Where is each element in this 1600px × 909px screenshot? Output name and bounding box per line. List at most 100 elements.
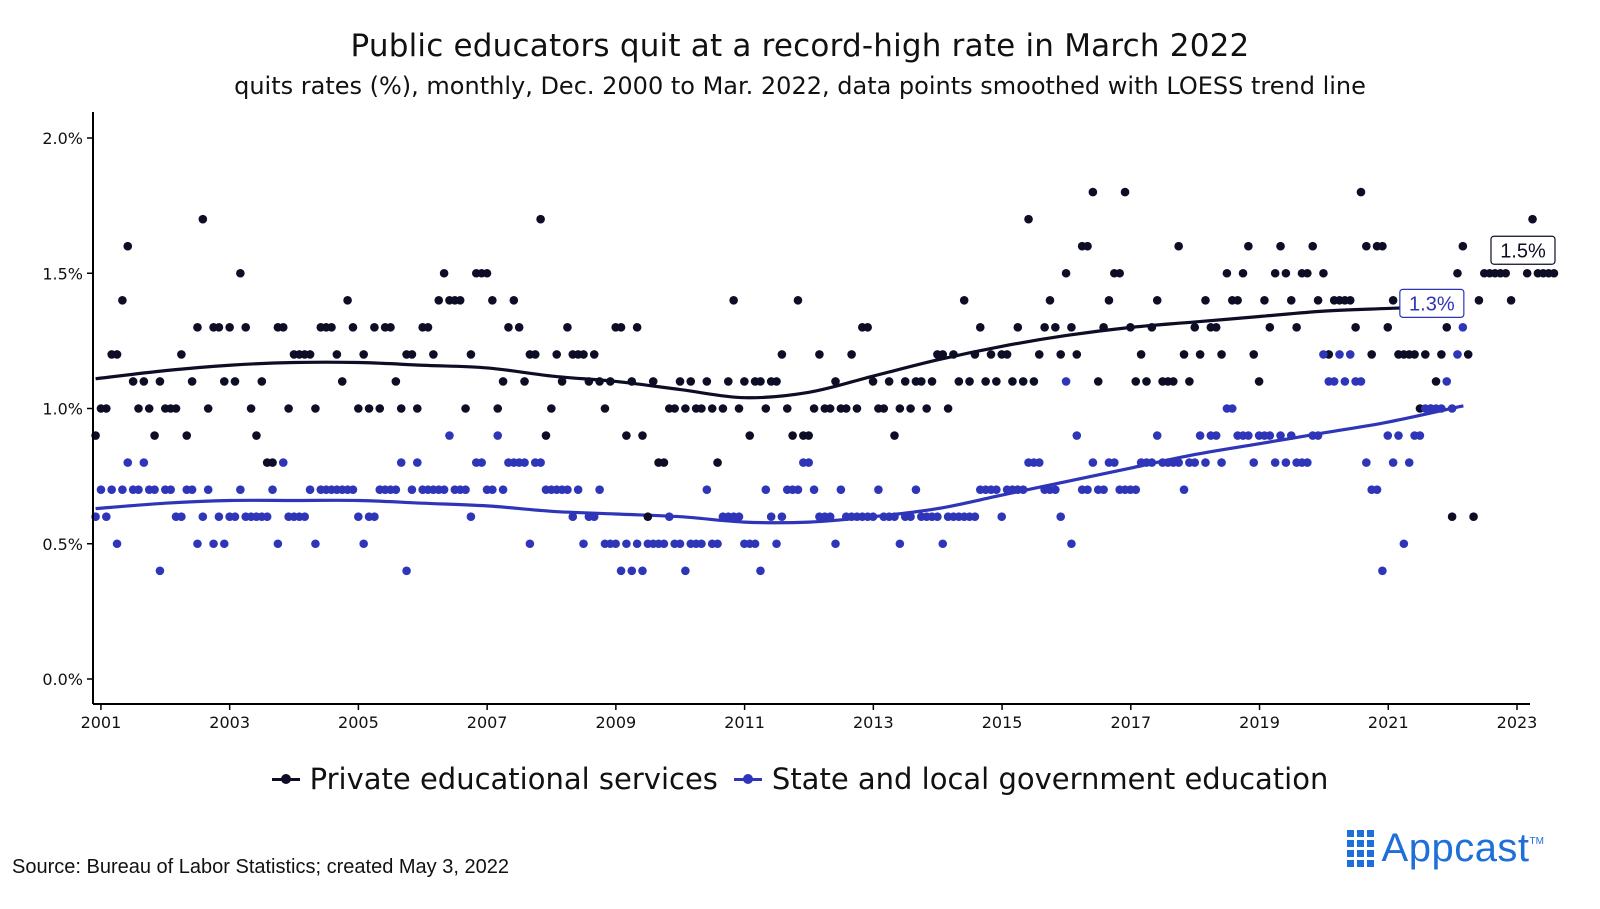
private-data-point (128, 377, 138, 386)
private-data-point (214, 323, 224, 332)
private-data-point (949, 350, 958, 359)
public-data-point (187, 485, 197, 494)
legend-item-public: State and local government education (733, 762, 1329, 796)
private-data-point (723, 377, 733, 386)
public-data-point (1276, 431, 1285, 440)
private-data-point (1453, 268, 1462, 278)
trend-lines (95, 304, 1464, 525)
private-data-point (1367, 350, 1376, 359)
public-data-point (107, 485, 116, 494)
logo-grid-icon (1346, 830, 1374, 867)
public-data-point (1388, 458, 1398, 467)
private-data-point (557, 377, 567, 386)
private-data-point (917, 377, 926, 386)
private-data-point (1286, 296, 1296, 305)
public-data-point (262, 512, 272, 521)
public-data-point (209, 539, 218, 549)
public-data-point (868, 512, 878, 521)
private-data-point (348, 323, 358, 332)
public-data-point (632, 539, 642, 549)
private-data-point (343, 296, 352, 305)
private-data-point (370, 323, 379, 332)
public-data-point (488, 485, 497, 494)
private-data-point (1104, 296, 1114, 305)
public-data-point (1458, 323, 1468, 332)
private-data-point (1099, 323, 1108, 332)
private-data-point (686, 377, 696, 386)
private-data-point (407, 350, 417, 359)
private-data-point (1211, 323, 1221, 332)
public-data-point (734, 512, 744, 521)
public-data-point (166, 485, 175, 494)
private-data-point (193, 323, 202, 332)
private-data-point (1002, 350, 1012, 359)
trend-line-private (95, 304, 1464, 400)
private-data-point (1045, 296, 1055, 305)
public-data-point (1018, 485, 1028, 494)
private-data-point (552, 350, 562, 359)
public-data-point (520, 458, 529, 467)
private-data-point (900, 377, 910, 386)
legend-label-public: State and local government education (771, 762, 1329, 796)
private-data-point (981, 377, 990, 386)
public-data-point (793, 485, 803, 494)
private-data-point (466, 350, 476, 359)
private-data-point (439, 268, 449, 278)
public-data-point (112, 539, 122, 549)
private-data-point (1442, 323, 1452, 332)
private-data-point (707, 404, 717, 413)
public-data-point (155, 566, 165, 576)
private-data-point (922, 404, 931, 413)
public-data-point (370, 512, 379, 521)
private-data-point (182, 431, 192, 440)
private-data-point (284, 404, 293, 413)
public-data-point (1211, 431, 1221, 440)
private-data-point (1040, 323, 1049, 332)
private-data-point (1034, 350, 1044, 359)
public-data-point (836, 485, 846, 494)
private-data-point (772, 377, 781, 386)
private-data-point (530, 350, 540, 359)
private-data-point (536, 214, 545, 224)
public-data-point (681, 566, 690, 576)
private-data-point (134, 404, 143, 413)
private-data-point (1437, 350, 1446, 359)
private-data-point (1292, 323, 1301, 332)
private-data-point (1265, 323, 1275, 332)
public-data-point (1190, 458, 1200, 467)
public-data-point (1056, 512, 1066, 521)
public-data-point (359, 539, 368, 549)
chart-subtitle: quits rates (%), monthly, Dec. 2000 to M… (234, 72, 1366, 100)
private-data-point (219, 377, 229, 386)
private-data-point (1308, 241, 1318, 251)
public-data-point (595, 485, 604, 494)
public-data-point (203, 485, 213, 494)
private-data-point (198, 214, 208, 224)
public-data-point (1270, 458, 1280, 467)
public-data-point (568, 512, 578, 521)
private-data-point (1254, 377, 1264, 386)
private-data-point (681, 404, 690, 413)
public-data-point (713, 539, 722, 549)
private-data-point (1120, 187, 1130, 197)
public-data-point (579, 539, 588, 549)
public-data-point (193, 539, 202, 549)
end-labels: 1.5% 1.3% (1399, 235, 1556, 318)
private-data-point (1549, 268, 1559, 278)
public-data-point (1447, 404, 1457, 413)
trend-line-public (95, 404, 1464, 525)
public-data-point (1249, 458, 1259, 467)
public-data-point (236, 485, 245, 494)
private-data-point (482, 268, 492, 278)
private-data-point (740, 377, 749, 386)
private-data-point (1410, 350, 1419, 359)
private-data-point (563, 323, 572, 332)
public-data-point (1442, 377, 1452, 386)
private-data-point (1351, 323, 1360, 332)
private-data-point (391, 377, 401, 386)
public-data-point (992, 485, 1001, 494)
public-data-point (439, 485, 449, 494)
private-data-point (1147, 323, 1157, 332)
private-data-point (1072, 350, 1082, 359)
